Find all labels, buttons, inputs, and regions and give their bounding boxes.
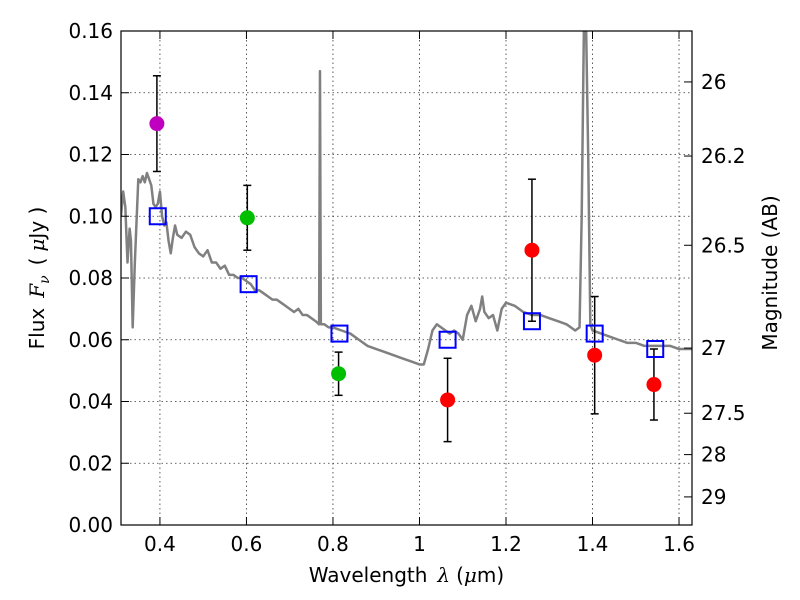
x-axis-label: Wavelength λ (μm)	[309, 563, 504, 587]
y2-tick-label: 27	[701, 336, 726, 360]
y-tick-label: 0.00	[68, 513, 113, 537]
x-tick-label: 0.6	[231, 532, 263, 556]
model-square	[585, 324, 604, 343]
y2-axis-label: Magnitude (AB)	[758, 195, 782, 350]
x-axis-label-text: Wavelength	[309, 563, 428, 587]
grid	[121, 31, 692, 525]
model-square	[438, 330, 457, 349]
y-tick-label: 0.10	[68, 204, 113, 228]
y-axis-ticks: 0.00 0.02 0.04 0.06 0.08 0.10 0.12 0.14 0.16	[68, 19, 129, 537]
y-tick-label: 0.14	[68, 81, 113, 105]
data-point	[239, 210, 255, 226]
y-tick-label: 0.02	[68, 451, 113, 475]
y2-tick-label: 27.5	[701, 401, 746, 425]
model-square	[239, 275, 258, 294]
model-square	[646, 340, 665, 359]
y-axis-label-unit-mu: μ	[25, 239, 49, 252]
y-axis-label-subscript: ν	[37, 275, 53, 284]
spectrum-line	[121, 31, 692, 366]
x-axis-label-unit-rest: m)	[477, 563, 504, 587]
y-axis-label-unit-rest: Jy )	[25, 207, 49, 241]
x-tick-label: 0.8	[317, 532, 349, 556]
model-photometry-squares	[148, 207, 665, 359]
data-point	[646, 377, 662, 393]
data-point	[331, 366, 347, 382]
x-tick-label: 1	[413, 532, 426, 556]
y-axis-label-symbol: F	[25, 283, 49, 299]
data-point	[524, 242, 540, 258]
model-square	[148, 207, 167, 226]
y-tick-label: 0.16	[68, 19, 113, 43]
y-axis-label-unit-open: (	[25, 258, 49, 266]
y-tick-label: 0.06	[68, 328, 113, 352]
x-tick-label: 1.4	[577, 532, 609, 556]
data-point	[587, 347, 603, 363]
x-tick-label: 0.4	[144, 532, 176, 556]
y2-tick-label: 28	[701, 443, 726, 467]
x-tick-label: 1.6	[663, 532, 695, 556]
x-axis-ticks: 0.4 0.6 0.8 1 1.2 1.4 1.6	[144, 31, 695, 556]
model-square	[522, 312, 541, 331]
x-axis-label-unit-open: (	[456, 563, 464, 587]
y2-tick-label: 26	[701, 70, 726, 94]
y2-axis-ticks: 26 26.2 26.5 27 27.5 28 29	[684, 70, 746, 509]
y2-tick-label: 26.2	[701, 144, 746, 168]
model-square	[330, 324, 349, 343]
y-tick-label: 0.04	[68, 390, 113, 414]
y-axis-label: Flux Fν ( μJy )	[25, 207, 53, 350]
data-point	[440, 392, 456, 408]
y2-tick-label: 26.5	[701, 233, 746, 257]
model-spectrum	[121, 31, 692, 366]
observed-photometry-points	[149, 116, 662, 408]
y-tick-label: 0.08	[68, 266, 113, 290]
y-axis-label-text: Flux	[25, 308, 49, 350]
y-tick-label: 0.12	[68, 143, 113, 167]
x-axis-label-symbol: λ	[436, 563, 450, 587]
data-point	[149, 116, 165, 132]
y2-tick-label: 29	[701, 485, 726, 509]
x-tick-label: 1.2	[490, 532, 522, 556]
x-axis-label-unit-mu: μ	[464, 563, 477, 587]
